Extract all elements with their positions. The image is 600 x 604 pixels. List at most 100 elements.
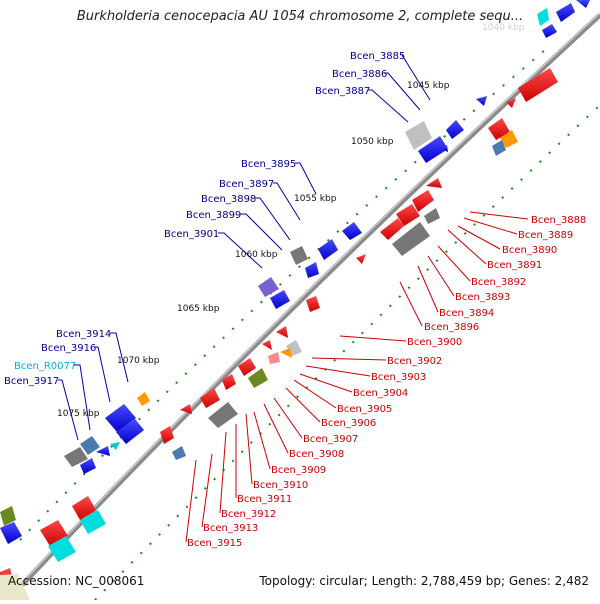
- reverse-leaders: [185, 211, 529, 543]
- forward-gene-labels: Bcen_3885 Bcen_3886 Bcen_3887 Bcen_3895 …: [4, 51, 405, 387]
- gene-feature[interactable]: [476, 96, 487, 106]
- gene-label[interactable]: Bcen_3893: [455, 292, 510, 303]
- gene-feature[interactable]: [96, 446, 110, 456]
- gene-feature[interactable]: [268, 352, 280, 364]
- gene-label[interactable]: Bcen_3906: [321, 418, 376, 429]
- gene-label[interactable]: Bcen_3892: [471, 277, 526, 288]
- gene-feature[interactable]: [306, 296, 320, 312]
- gene-feature[interactable]: [392, 222, 430, 256]
- gene-feature[interactable]: [276, 326, 288, 338]
- gene-label[interactable]: Bcen_3904: [353, 388, 408, 399]
- gene-feature[interactable]: [222, 374, 236, 390]
- gene-label[interactable]: Bcen_3888: [531, 215, 586, 226]
- gene-label[interactable]: Bcen_3908: [289, 449, 344, 460]
- gene-feature[interactable]: [200, 388, 220, 408]
- gene-label[interactable]: Bcen_3910: [253, 480, 308, 491]
- gene-feature[interactable]: [180, 404, 192, 414]
- gene-feature[interactable]: [446, 120, 464, 139]
- gene-feature[interactable]: [500, 130, 518, 148]
- gene-feature[interactable]: [280, 348, 292, 358]
- gene-feature[interactable]: [0, 506, 16, 526]
- gene-feature[interactable]: [576, 0, 590, 8]
- ruler-tick-label: 1065 kbp: [177, 304, 220, 314]
- gene-feature[interactable]: [318, 239, 338, 260]
- gene-feature[interactable]: [258, 277, 279, 297]
- gene-feature[interactable]: [262, 340, 272, 350]
- ruler-tick-label: 1050 kbp: [351, 137, 394, 147]
- gene-label[interactable]: Bcen_3900: [407, 337, 462, 348]
- gene-label[interactable]: Bcen_3897: [219, 179, 274, 190]
- gene-feature[interactable]: [208, 402, 238, 428]
- gene-label[interactable]: Bcen_R0077: [14, 361, 76, 372]
- gene-feature[interactable]: [0, 522, 22, 544]
- gene-feature[interactable]: [305, 262, 319, 278]
- gene-feature[interactable]: [80, 510, 106, 534]
- gene-feature[interactable]: [518, 68, 558, 102]
- accession-text: Accession: NC_008061: [8, 574, 145, 588]
- gene-feature[interactable]: [426, 178, 442, 188]
- gene-feature[interactable]: [48, 536, 76, 562]
- gene-label[interactable]: Bcen_3911: [237, 494, 292, 505]
- gene-feature[interactable]: [72, 496, 96, 520]
- gene-label[interactable]: Bcen_3886: [332, 69, 387, 80]
- gene-label[interactable]: Bcen_3895: [241, 159, 296, 170]
- ruler-tick-label: 1070 kbp: [117, 356, 160, 366]
- gene-feature[interactable]: [64, 447, 88, 467]
- gene-label[interactable]: Bcen_3907: [303, 434, 358, 445]
- gene-label[interactable]: Bcen_3913: [203, 523, 258, 534]
- gene-label[interactable]: Bcen_3885: [350, 51, 405, 62]
- gene-feature[interactable]: [506, 98, 516, 108]
- gene-feature[interactable]: [556, 3, 575, 22]
- gene-label[interactable]: Bcen_3916: [41, 343, 96, 354]
- gene-label[interactable]: Bcen_3890: [502, 245, 557, 256]
- gene-feature[interactable]: [356, 254, 366, 264]
- gene-label[interactable]: Bcen_3909: [271, 465, 326, 476]
- gene-feature[interactable]: [290, 246, 308, 265]
- gene-label[interactable]: Bcen_3898: [201, 194, 256, 205]
- ruler-tick-label: 1075 kbp: [57, 409, 100, 419]
- gene-label[interactable]: Bcen_3891: [487, 260, 542, 271]
- gene-feature[interactable]: [418, 136, 448, 163]
- gene-feature[interactable]: [542, 24, 557, 38]
- gene-feature[interactable]: [537, 8, 549, 26]
- gene-label[interactable]: Bcen_3887: [315, 86, 370, 97]
- gene-feature[interactable]: [412, 190, 434, 212]
- gene-label[interactable]: Bcen_3905: [337, 404, 392, 415]
- gene-feature[interactable]: [172, 446, 186, 460]
- gene-label[interactable]: Bcen_3896: [424, 322, 479, 333]
- gene-feature[interactable]: [440, 145, 448, 152]
- gene-label[interactable]: Bcen_3901: [164, 229, 219, 240]
- gene-feature[interactable]: [160, 426, 174, 444]
- gene-feature[interactable]: [270, 290, 290, 309]
- gene-feature[interactable]: [396, 204, 420, 226]
- forward-strand-features: [0, 0, 590, 544]
- gene-label[interactable]: Bcen_3889: [518, 230, 573, 241]
- gene-label[interactable]: Bcen_3903: [371, 372, 426, 383]
- gene-label[interactable]: Bcen_3915: [187, 538, 242, 549]
- gene-label[interactable]: Bcen_3894: [439, 308, 494, 319]
- reverse-strand-features: [0, 68, 558, 590]
- gene-feature[interactable]: [488, 118, 510, 140]
- gene-feature[interactable]: [110, 442, 120, 450]
- gene-label[interactable]: Bcen_3912: [221, 509, 276, 520]
- gene-feature[interactable]: [380, 218, 404, 240]
- reverse-gene-labels: Bcen_3888 Bcen_3889 Bcen_3890 Bcen_3891 …: [187, 215, 586, 549]
- ruler-tick-faded-label: 1040 kbp: [482, 23, 525, 33]
- gene-label[interactable]: Bcen_3899: [186, 210, 241, 221]
- gene-feature[interactable]: [116, 419, 144, 444]
- gene-feature[interactable]: [405, 121, 432, 150]
- gene-feature[interactable]: [492, 140, 506, 156]
- gene-label[interactable]: Bcen_3917: [4, 376, 59, 387]
- gene-feature[interactable]: [424, 208, 440, 224]
- gene-feature[interactable]: [342, 222, 362, 240]
- gene-feature[interactable]: [80, 436, 100, 455]
- gene-feature[interactable]: [80, 458, 96, 474]
- gene-label[interactable]: Bcen_3914: [56, 329, 111, 340]
- gene-feature[interactable]: [105, 404, 136, 432]
- gene-feature[interactable]: [248, 368, 268, 388]
- gene-label[interactable]: Bcen_3902: [387, 356, 442, 367]
- gene-feature[interactable]: [137, 392, 150, 406]
- gene-feature[interactable]: [238, 358, 256, 376]
